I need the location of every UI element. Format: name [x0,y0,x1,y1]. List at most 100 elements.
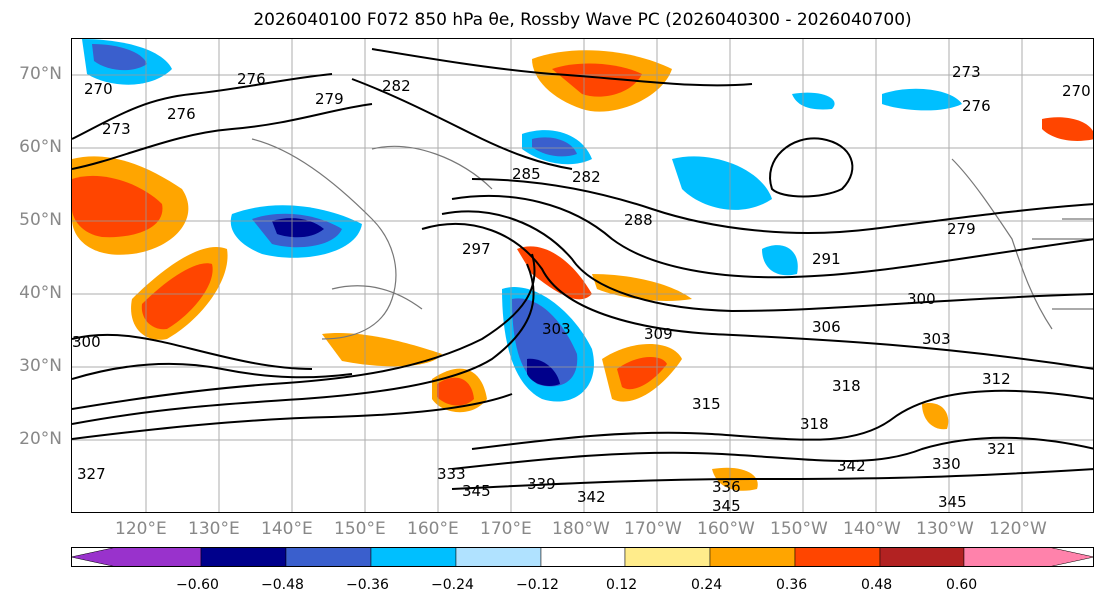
negative-anomaly-region [882,88,962,111]
negative-anomaly-region [92,44,147,71]
negative-anomaly-region [272,218,324,238]
anomaly-shading [72,39,1093,491]
lon-label: 120°W [989,519,1047,539]
contour-label: 315 [692,395,721,413]
contour-label: 279 [315,90,344,108]
colorbar-segment [794,547,881,567]
positive-anomaly-region [922,403,949,430]
positive-anomaly-region [552,63,642,97]
colorbar-tick: −0.36 [346,577,389,593]
contour-label: 276 [167,105,196,123]
lon-label: 160°E [407,519,459,539]
negative-anomaly-region [672,156,772,210]
colorbar-segment [879,547,965,567]
colorbar-tick: −0.48 [261,577,304,593]
contour-label: 318 [800,415,829,433]
lon-label: 120°E [115,519,167,539]
contour-label: 318 [832,377,861,395]
colorbar-segment [963,547,1094,567]
negative-anomaly-region [792,92,835,110]
contour-label: 303 [542,320,571,338]
colorbar-tick: −0.12 [516,577,559,593]
contour-label: 345 [462,482,491,500]
contour-label: 273 [102,120,131,138]
contour-label: 285 [512,165,541,183]
contour-label: 282 [382,77,411,95]
lat-label: 40°N [19,283,62,303]
negative-anomaly-region [762,245,798,276]
theta-e-contours [72,48,1093,490]
lon-label: 150°W [770,519,828,539]
colorbar-segment [200,547,287,567]
contour-label: 279 [947,220,976,238]
colorbar-segment [540,547,626,567]
colorbar-tick: −0.24 [431,577,474,593]
contour-label: 276 [962,97,991,115]
contour-label: 321 [987,440,1016,458]
map-panel: 270 276 273 276 279 282 273 276 270 285 … [71,38,1094,513]
lon-label: 150°E [334,519,386,539]
positive-anomaly-region [617,357,667,390]
contour-label: 273 [952,63,981,81]
colorbar-segment [624,547,711,567]
contour-label: 276 [237,70,266,88]
positive-anomaly-region [322,333,442,367]
contour-label: 333 [437,465,466,483]
contour-label: 303 [922,330,951,348]
contour-label: 300 [907,290,936,308]
lon-label: 170°E [480,519,532,539]
contour-labels: 270 276 273 276 279 282 273 276 270 285 … [72,63,1091,513]
contour-label: 345 [938,493,967,511]
lon-label: 180°W [552,519,610,539]
colorbar-segment [709,547,796,567]
lat-label: 60°N [19,137,62,157]
positive-anomaly-region [72,175,163,238]
contour-label: 330 [932,455,961,473]
colorbar-segment [370,547,457,567]
lon-label: 130°W [916,519,974,539]
contour-label: 342 [577,488,606,506]
contour-label: 306 [812,318,841,336]
contour-label: 282 [572,168,601,186]
contour-label: 312 [982,370,1011,388]
coastlines [251,138,1093,340]
contour-label: 288 [624,211,653,229]
lon-label: 140°E [261,519,313,539]
colorbar-tick: −0.60 [176,577,219,593]
lat-label: 20°N [19,429,62,449]
colorbar-segment [455,547,542,567]
colorbar-border [71,547,1094,567]
lon-label: 160°W [697,519,755,539]
contour-label: 300 [72,333,101,351]
map-canvas: 270 276 273 276 279 282 273 276 270 285 … [72,39,1093,513]
contour-label: 270 [84,80,113,98]
lon-label: 170°W [624,519,682,539]
colorbar-segment [285,547,372,567]
colorbar-segment [71,547,202,567]
colorbar-tick: 0.12 [606,577,638,593]
contour-label: 309 [644,325,673,343]
contour-label: 345 [712,497,741,513]
map-title: 2026040100 F072 850 hPa θe, Rossby Wave … [253,10,912,30]
lon-label: 130°E [188,519,240,539]
contour-label: 297 [462,240,491,258]
contour-label: 327 [77,465,106,483]
colorbar-tick: 0.60 [946,577,978,593]
colorbar-tick: 0.24 [691,577,723,593]
negative-anomaly-region [532,137,577,157]
negative-anomaly-region [527,358,560,386]
lat-label: 30°N [19,356,62,376]
positive-anomaly-region [1042,117,1093,141]
colorbar-tick: 0.48 [861,577,893,593]
gridlines [72,39,1093,512]
lat-label: 50°N [19,210,62,230]
colorbar-tick: 0.36 [776,577,808,593]
contour-label: 336 [712,478,741,496]
contour-label: 270 [1062,82,1091,100]
contour-label: 291 [812,250,841,268]
positive-anomaly-region [437,377,474,406]
colorbar [71,547,1094,567]
positive-anomaly-region [141,263,213,330]
contour-label: 339 [527,475,556,493]
lon-label: 140°W [843,519,901,539]
